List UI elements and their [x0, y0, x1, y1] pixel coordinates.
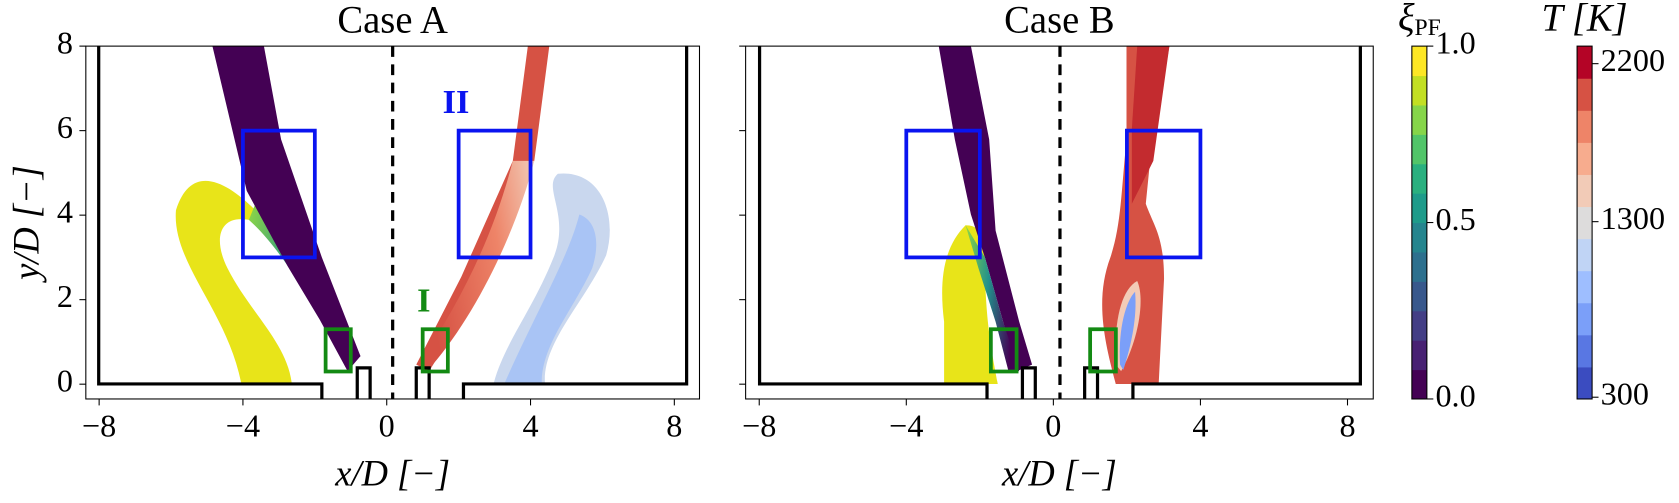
colorbar-band	[1411, 46, 1427, 77]
colorbar-band	[1577, 46, 1593, 79]
highlight-box	[904, 128, 982, 260]
colorbar-band	[1577, 238, 1593, 272]
x-axis-label: x/D [−]	[1001, 454, 1117, 494]
annotation: II	[443, 83, 470, 121]
colorbar-band	[1411, 75, 1427, 106]
colorbar-tick-label: 0.5	[1435, 201, 1475, 237]
colorbar-tick-label: 0.0	[1435, 377, 1475, 413]
colorbar-band	[1577, 206, 1593, 240]
colorbar-label-sub: PF	[1415, 15, 1441, 41]
colorbar-band	[1577, 174, 1593, 208]
x-tick-label: 8	[666, 407, 682, 443]
y-tick-label: 2	[57, 278, 73, 314]
x-axis-label: x/D [−]	[334, 454, 450, 494]
x-tick-label: −4	[226, 407, 260, 443]
highlight-box	[1088, 327, 1118, 374]
x-tick-label: −4	[889, 407, 923, 443]
plot-frame	[745, 45, 1374, 400]
colorbar-tick-label: 1300	[1601, 200, 1665, 236]
colorbar-band	[1577, 110, 1593, 143]
highlight-box	[1125, 128, 1203, 260]
colorbar-band	[1411, 369, 1427, 400]
colorbar-band	[1411, 104, 1427, 135]
x-tick-label: 4	[522, 407, 538, 443]
x-tick-label: 0	[1045, 407, 1061, 443]
highlight-box	[323, 327, 353, 374]
colorbar-label: ξPF	[1398, 0, 1441, 41]
panel-title: Case B	[1004, 0, 1114, 41]
highlight-box	[988, 327, 1019, 374]
highlight-box	[241, 128, 317, 260]
contour-field	[938, 46, 1170, 384]
x-tick-label: 4	[1192, 407, 1208, 443]
colorbar-band	[1577, 270, 1593, 304]
y-tick-label: 4	[57, 194, 73, 230]
y-axis-label: y/D [−]	[6, 165, 46, 284]
colorbar-band	[1577, 334, 1593, 368]
colorbar-band	[1411, 193, 1427, 224]
panel-title: Case A	[337, 0, 448, 41]
plot-frame	[85, 45, 701, 400]
colorbar-label-main: T [K]	[1541, 0, 1627, 39]
colorbar-band	[1577, 142, 1593, 175]
highlight-box	[420, 327, 450, 374]
colorbar-band	[1577, 78, 1593, 111]
colorbar-band	[1411, 163, 1427, 194]
colorbar-band	[1411, 310, 1427, 341]
colorbar-band	[1577, 302, 1593, 336]
colorbar-band	[1411, 340, 1427, 371]
colorbar-band	[1411, 222, 1427, 253]
annotation: I	[417, 281, 430, 319]
colorbar-tick-label: 1.0	[1435, 25, 1475, 61]
x-tick-label: 8	[1339, 407, 1355, 443]
y-tick-label: 0	[57, 363, 73, 399]
colorbar-frame	[1576, 45, 1593, 400]
colorbar-band	[1577, 366, 1593, 400]
contour-field	[175, 46, 610, 384]
colorbar-label-main: ξ	[1398, 0, 1415, 39]
colorbar-band	[1411, 251, 1427, 282]
x-tick-label: −8	[742, 407, 776, 443]
x-tick-label: −8	[82, 407, 116, 443]
y-tick-label: 6	[57, 109, 73, 145]
highlight-box	[456, 128, 533, 260]
x-tick-label: 0	[379, 407, 395, 443]
colorbar-band	[1411, 134, 1427, 165]
colorbar-label: T [K]	[1541, 0, 1627, 39]
colorbar-band	[1411, 281, 1427, 312]
colorbar-tick-label: 300	[1601, 376, 1649, 412]
colorbar-tick-label: 2200	[1601, 42, 1665, 78]
y-tick-label: 8	[57, 25, 73, 61]
